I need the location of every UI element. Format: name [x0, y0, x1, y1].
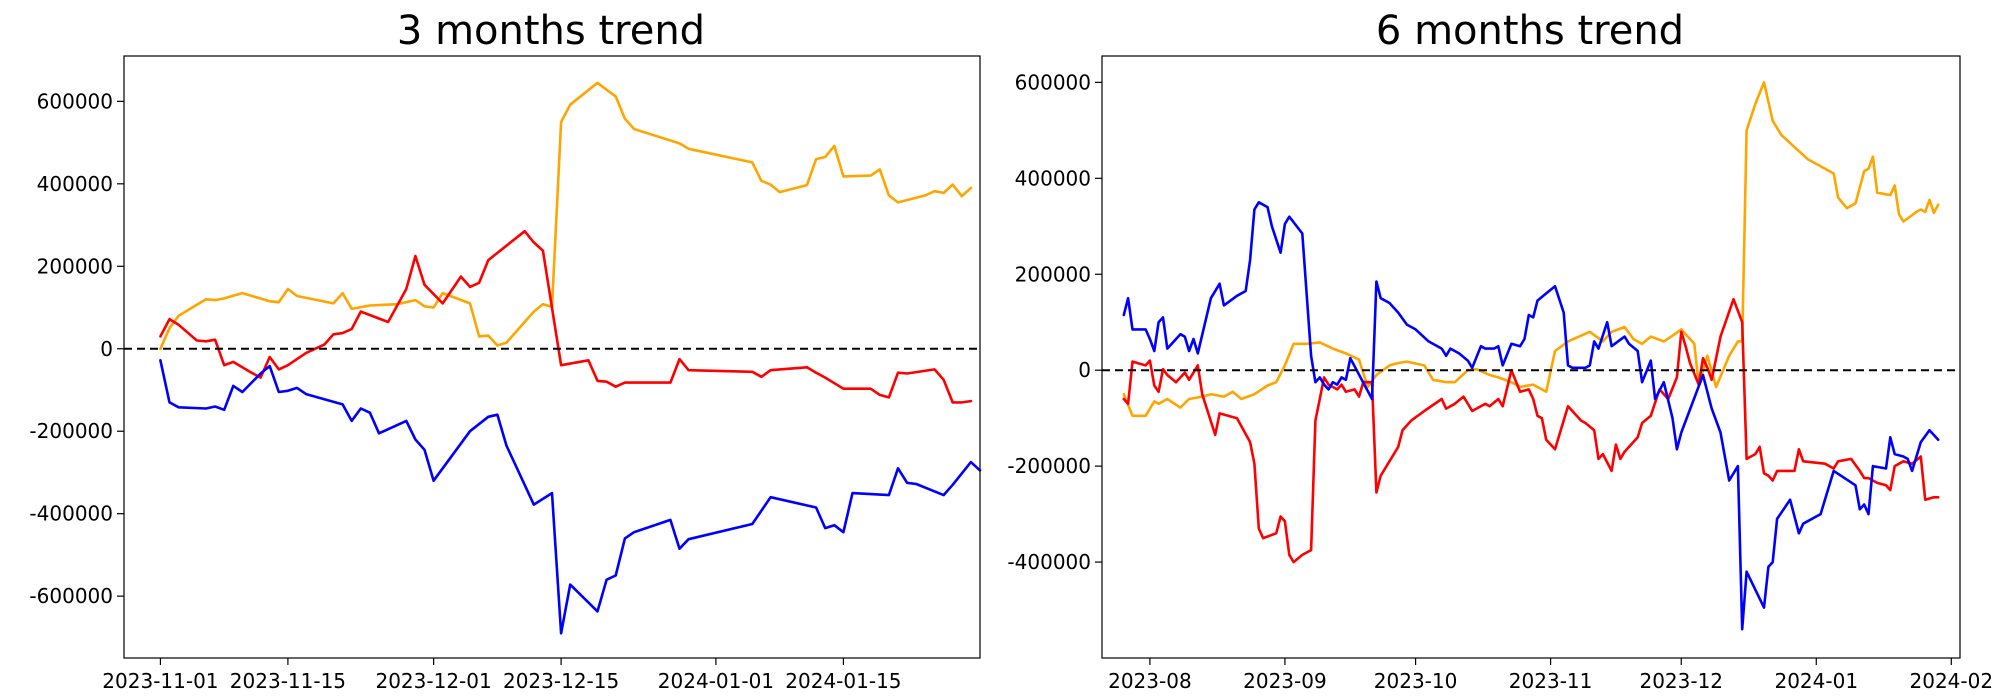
plot-area: [124, 81, 982, 635]
series-line-2: [1122, 201, 1940, 631]
x-tick-label: 2024-01-15: [785, 669, 901, 693]
axis-ticks: -600000 -400000 -200000 0 200000 400000 600000…: [29, 89, 901, 693]
x-tick-label: 2023-12: [1639, 669, 1723, 693]
y-tick-label: 0: [1078, 358, 1091, 382]
y-tick-label: -400000: [29, 502, 113, 526]
chart-6-months-trend: 6 months trend -400000 -200000 0 200000 4000…: [1007, 8, 1993, 693]
series-line-0: [1122, 81, 1940, 418]
x-tick-label: 2024-02: [1910, 669, 1994, 693]
series-line-1: [159, 229, 973, 404]
x-tick-label: 2023-11: [1509, 669, 1593, 693]
series-line-1: [1122, 297, 1940, 564]
x-tick-label: 2023-12-15: [503, 669, 619, 693]
y-tick-label: 200000: [37, 254, 113, 278]
x-tick-label: 2023-09: [1243, 669, 1327, 693]
y-tick-label: -400000: [1007, 550, 1091, 574]
chart-3-months-trend: 3 months trend -600000 -400000 -200000 0 200…: [29, 8, 982, 693]
x-tick-label: 2023-11-15: [230, 669, 346, 693]
series-line-2: [159, 358, 982, 635]
x-tick-label: 2023-10: [1374, 669, 1458, 693]
series-line-0: [159, 81, 973, 351]
y-tick-label: 400000: [1015, 166, 1091, 190]
y-tick-label: -200000: [29, 419, 113, 443]
x-tick-label: 2023-08: [1108, 669, 1192, 693]
y-tick-label: 600000: [1015, 70, 1091, 94]
x-tick-label: 2024-01: [1774, 669, 1858, 693]
y-tick-label: 400000: [37, 172, 113, 196]
x-tick-label: 2024-01-01: [658, 669, 774, 693]
y-tick-label: 200000: [1015, 262, 1091, 286]
y-tick-label: 600000: [37, 89, 113, 113]
chart-title: 6 months trend: [1376, 8, 1684, 54]
y-tick-label: 0: [100, 337, 113, 361]
axis-ticks: -400000 -200000 0 200000 400000 600000 2023-08…: [1007, 70, 1993, 693]
y-tick-label: -200000: [1007, 454, 1091, 478]
x-tick-label: 2023-12-01: [375, 669, 491, 693]
y-tick-label: -600000: [29, 584, 113, 608]
axes-frame: [1101, 55, 1961, 659]
chart-title: 3 months trend: [397, 8, 705, 54]
x-tick-label: 2023-11-01: [102, 669, 218, 693]
axes-frame: [123, 55, 981, 659]
plot-area: [1102, 81, 1960, 631]
